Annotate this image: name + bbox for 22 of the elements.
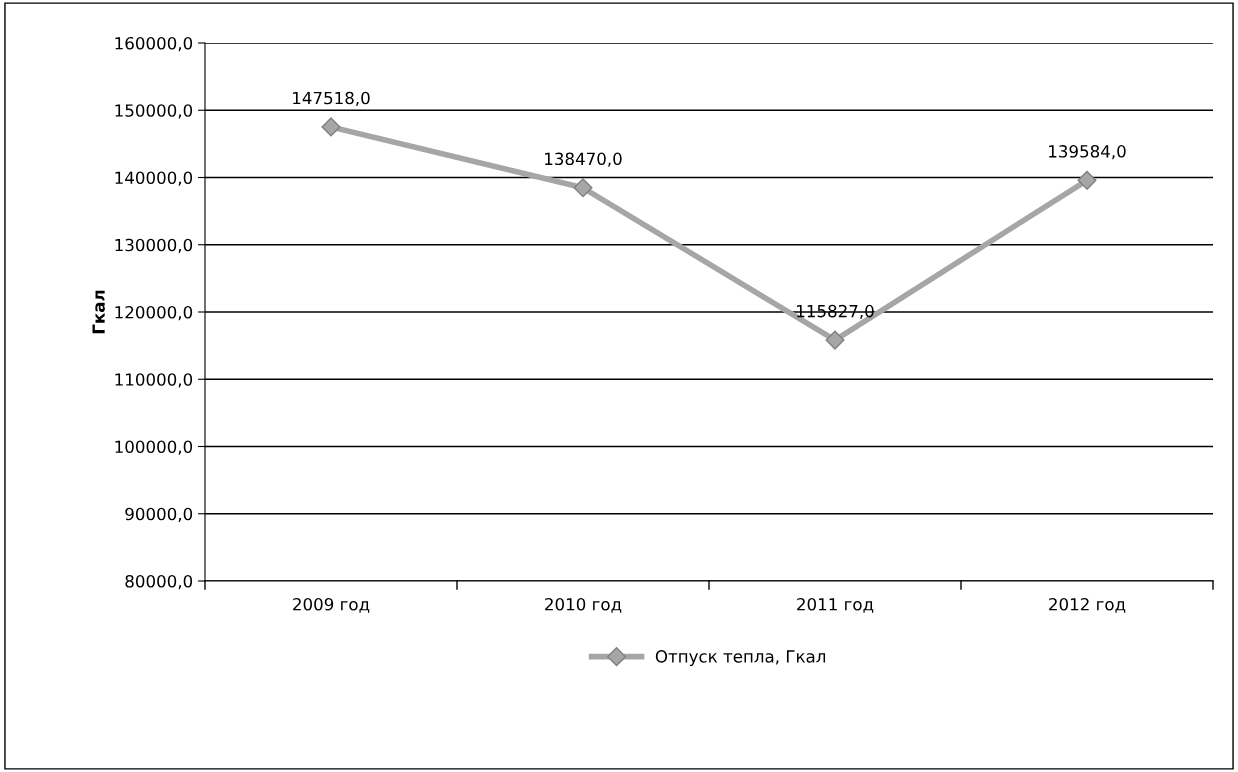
x-tick-label: 2010 год xyxy=(545,597,622,613)
y-tick-label: 160000,0 xyxy=(115,36,193,52)
y-tick-label: 80000,0 xyxy=(125,574,193,590)
point xyxy=(321,117,341,137)
y-tick-label: 140000,0 xyxy=(115,171,193,186)
x-tick-label: 2011 год xyxy=(797,597,874,613)
point xyxy=(825,330,845,350)
data-label: 147518,0 xyxy=(293,91,370,106)
point xyxy=(573,178,593,198)
x-tick-label: 2009 год xyxy=(293,597,370,613)
point xyxy=(1077,170,1097,190)
data-label: 138470,0 xyxy=(545,152,622,167)
y-tick-label: 120000,0 xyxy=(115,305,193,321)
x-tick-label: 2012 год xyxy=(1049,597,1126,613)
y-tick-label: 130000,0 xyxy=(115,238,193,254)
y-axis-title: Гкал xyxy=(92,290,105,334)
y-tick-label: 110000,0 xyxy=(115,373,193,388)
data-label: 139584,0 xyxy=(1049,145,1126,160)
legend-label: Отпуск тепла, Гкал xyxy=(655,650,826,666)
y-tick-label: 90000,0 xyxy=(125,507,193,523)
y-tick-label: 150000,0 xyxy=(115,104,193,119)
y-tick-label: 100000,0 xyxy=(115,440,193,455)
